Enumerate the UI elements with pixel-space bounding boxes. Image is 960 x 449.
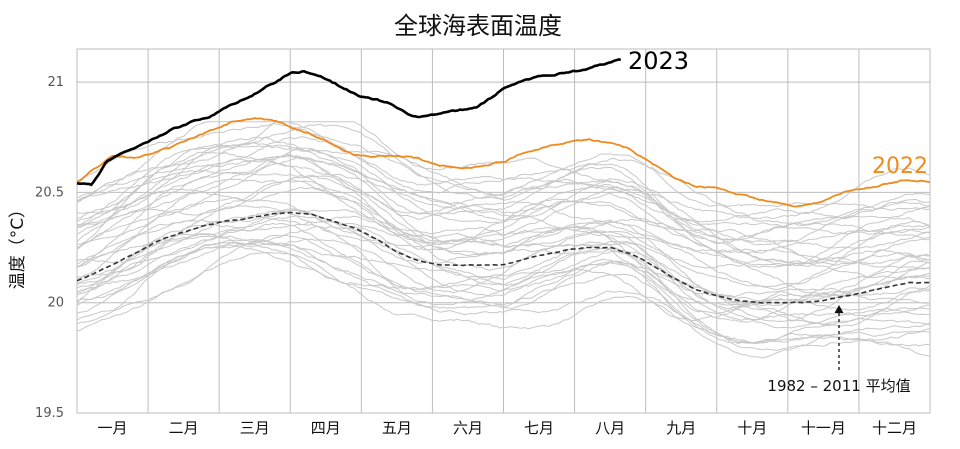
label-2022: 2022 <box>872 154 928 179</box>
label-average: 1982 – 2011 平均值 <box>767 377 910 395</box>
background-year-line <box>76 136 931 241</box>
background-years-lines <box>76 121 931 359</box>
background-year-line <box>76 151 931 249</box>
x-tick-label: 八月 <box>595 419 625 437</box>
x-tick-label: 十二月 <box>872 419 917 437</box>
background-year-line <box>76 205 931 310</box>
background-year-line <box>76 143 931 235</box>
background-year-line <box>76 222 931 329</box>
x-tick-label: 六月 <box>453 419 483 437</box>
x-tick-label: 九月 <box>666 419 696 437</box>
x-tick-label: 七月 <box>524 419 554 437</box>
background-year-line <box>76 238 931 344</box>
x-tick-label: 三月 <box>240 419 270 437</box>
background-year-line <box>76 241 931 347</box>
y-tick-label: 20 <box>47 296 64 311</box>
y-tick-label: 21 <box>47 75 64 90</box>
background-year-line <box>76 180 931 288</box>
chart-title: 全球海表面温度 <box>394 12 562 40</box>
background-year-line <box>76 218 931 325</box>
x-tick-label: 一月 <box>98 419 128 437</box>
series-2023-line <box>76 58 621 187</box>
background-year-line <box>76 123 931 227</box>
background-year-line <box>76 158 931 270</box>
series-lines <box>76 58 931 304</box>
y-axis-label: 温度（°C） <box>8 201 28 289</box>
background-year-line <box>76 123 931 226</box>
background-year-line <box>76 157 931 266</box>
background-year-line <box>76 171 931 269</box>
background-year-line <box>76 147 931 267</box>
background-year-line <box>76 215 931 315</box>
background-year-line <box>76 234 931 345</box>
background-year-line <box>76 155 931 265</box>
label-2023: 2023 <box>628 47 689 75</box>
average-annotation-arrowhead <box>834 305 844 313</box>
x-tick-label: 二月 <box>169 419 199 437</box>
background-year-line <box>76 240 931 351</box>
y-tick-label: 19.5 <box>35 406 64 421</box>
y-tick-label: 20.5 <box>35 185 64 200</box>
axes: 19.5 20 20.5 21 一月 二月 三月 四月 五月 六月 七月 八月 九月 十月 十一月 十二月 <box>35 75 917 437</box>
grid <box>76 48 931 414</box>
series-2022-line <box>76 117 931 208</box>
x-tick-label: 十一月 <box>801 419 846 437</box>
x-tick-label: 十月 <box>737 419 767 437</box>
background-year-line <box>76 233 931 327</box>
average-1982-2011-line <box>76 211 931 304</box>
background-year-line <box>76 251 931 359</box>
background-year-line <box>76 154 931 254</box>
background-year-line <box>76 142 931 245</box>
x-tick-label: 五月 <box>382 419 412 437</box>
background-year-line <box>76 175 931 291</box>
x-tick-label: 四月 <box>311 419 341 437</box>
